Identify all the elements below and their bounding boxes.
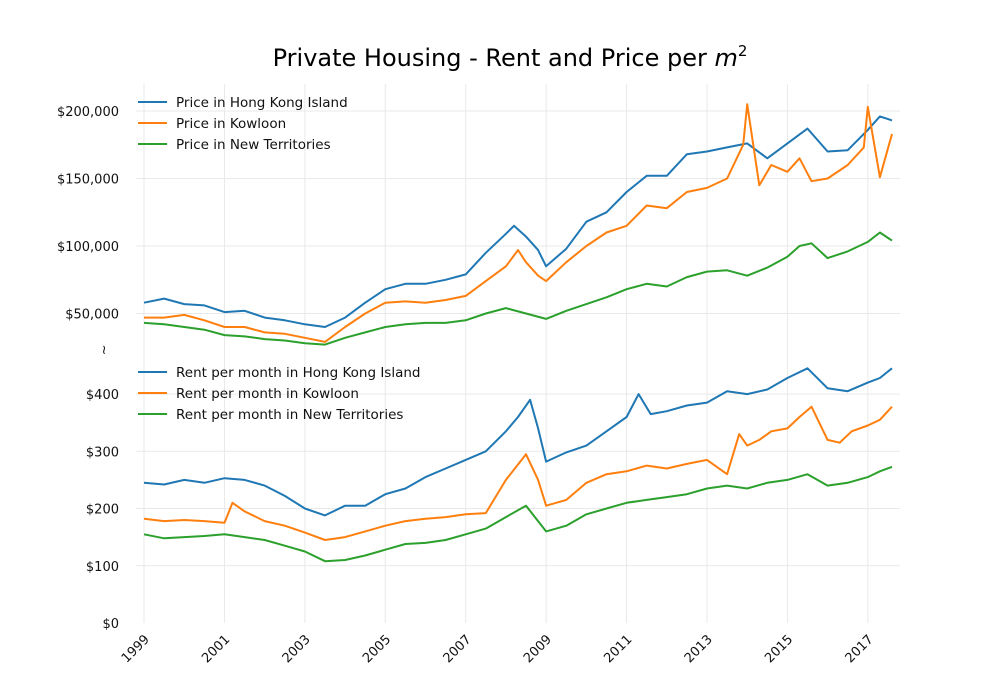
legend-label: Rent per month in Hong Kong Island: [176, 365, 421, 381]
series-line: [144, 103, 893, 343]
y-tick-label: $200,000: [57, 105, 119, 120]
y-tick-label: $400: [86, 388, 119, 403]
legend-label: Price in Hong Kong Island: [176, 95, 348, 111]
legend-label: Rent per month in Kowloon: [176, 386, 359, 402]
x-tick-label: 1999: [119, 632, 153, 666]
chart-title-main: Private Housing - Rent and Price per: [273, 44, 715, 72]
series-line: [143, 367, 893, 517]
y-tick-label: $0: [102, 617, 119, 632]
series-layer: [143, 103, 893, 563]
chart-title-superscript: 2: [738, 42, 748, 60]
y-tick-label: $200: [86, 503, 119, 518]
x-tick-label: 2017: [843, 632, 877, 666]
x-tick-label: 2013: [682, 632, 716, 666]
series-line: [143, 465, 893, 563]
axis-break-symbol: ≀: [102, 343, 107, 358]
x-tick-label: 2011: [601, 632, 635, 666]
y-tick-label: $100: [86, 560, 119, 575]
y-tick-label: $150,000: [57, 173, 119, 188]
series-line: [143, 405, 893, 541]
chart-title-variable: m: [714, 44, 737, 72]
legend-label: Price in New Territories: [176, 137, 331, 153]
series-line: [143, 115, 893, 328]
legend-label: Rent per month in New Territories: [176, 407, 403, 423]
series-line: [143, 231, 893, 346]
y-tick-label: $50,000: [65, 308, 119, 323]
x-tick-label: 2015: [762, 632, 796, 666]
grid-layer: [136, 84, 900, 623]
x-tick-label: 2003: [280, 632, 314, 666]
legend-label: Price in Kowloon: [176, 116, 286, 132]
x-tick-label: 2007: [441, 632, 475, 666]
x-tick-label: 2001: [199, 632, 233, 666]
y-tick-label: $300: [86, 445, 119, 460]
chart-title: Private Housing - Rent and Price per m2: [273, 42, 748, 72]
legend-layer: Price in Hong Kong Island Price in Kowloo…: [138, 95, 421, 423]
x-tick-label: 2005: [360, 632, 394, 666]
x-tick-label: 2009: [521, 632, 555, 666]
y-tick-label: $100,000: [57, 240, 119, 255]
